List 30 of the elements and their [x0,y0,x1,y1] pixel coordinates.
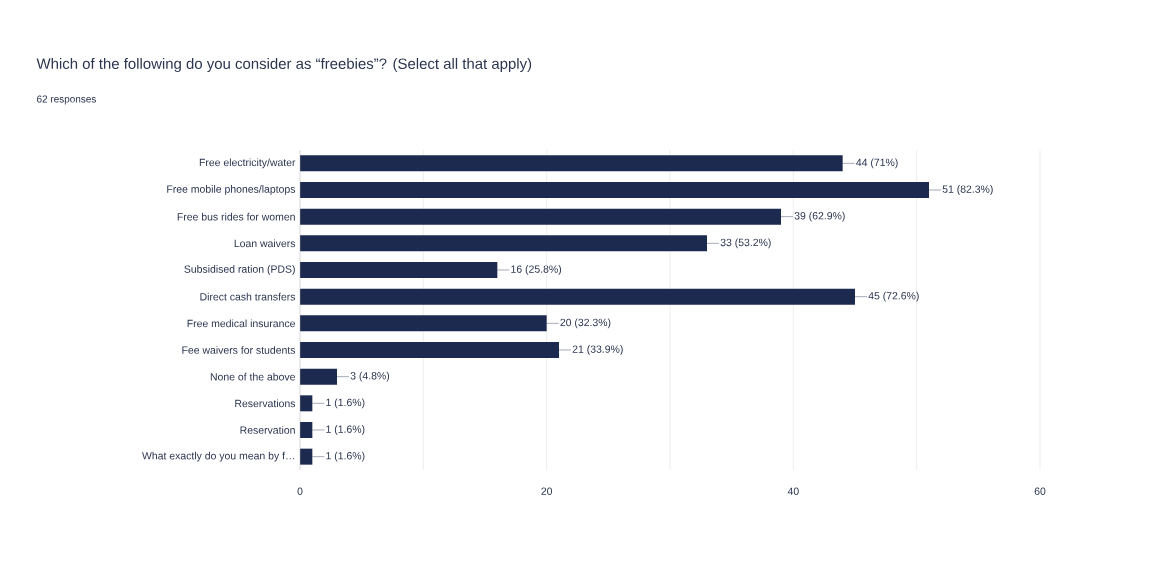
data-label: 1 (1.6%) [326,398,365,409]
y-tick-label: Free bus rides for women [177,212,295,221]
text: 62 responses [37,95,96,105]
x-tick-label: 40 [787,487,799,495]
y-tick-label: Loan waivers [234,239,296,248]
data-label: 44 (71%) [856,158,898,169]
y-tick-label: What exactly do you mean by f… [142,451,295,462]
chart-title: Which of the following do you consider as “freebies”? (Select all that apply) [36,58,532,72]
data-label: 39 (62.9%) [794,211,845,222]
y-tick-label: Free electricity/water [199,158,296,169]
x-tick-label: 20 [541,487,553,495]
y-tick-label: Reservations [235,399,296,408]
y-tick-label: Reservation [240,426,295,434]
x-tick-label: 60 [1034,487,1046,495]
data-label: 16 (25.8%) [511,265,562,275]
y-tick-label: Free medical insurance [187,319,295,328]
y-tick-label: Free mobile phones/laptops [167,185,296,195]
data-label: 21 (33.9%) [572,345,623,355]
data-label: 20 (32.3%) [560,318,611,329]
x-tick-label: 0 [297,487,303,495]
data-label: 3 (4.8%) [350,371,390,382]
y-tick-label: None of the above [210,372,295,381]
y-tick-label: Fee waivers for students [182,346,296,354]
y-tick-label: Direct cash transfers [200,292,296,301]
data-label: 1 (1.6%) [326,451,365,462]
data-label: 51 (82.3%) [942,185,993,195]
data-label: 1 (1.6%) [326,425,365,435]
y-tick-label: Subsidised ration (PDS) [184,265,295,275]
data-label: 45 (72.6%) [868,291,919,302]
data-label: 33 (53.2%) [720,238,771,249]
